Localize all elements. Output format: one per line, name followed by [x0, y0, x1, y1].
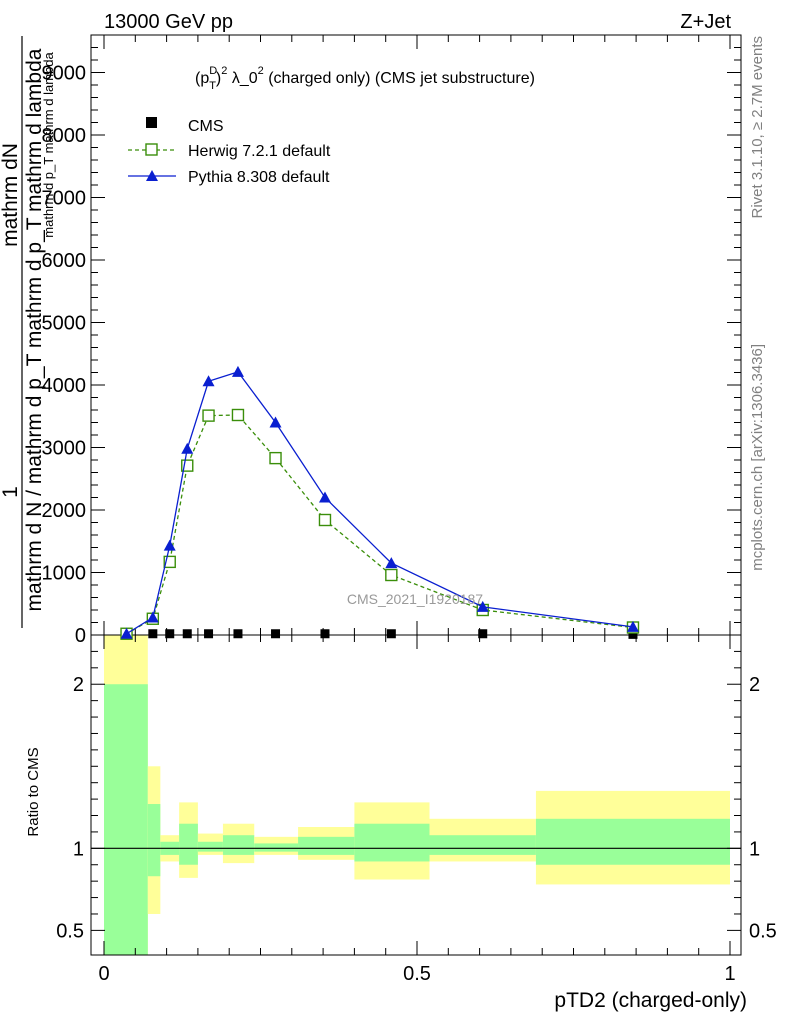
legend-label-herwig: Herwig 7.2.1 default [188, 143, 331, 160]
xtick-label: 0 [98, 963, 109, 985]
cms-point [271, 629, 281, 639]
main-ylabel: 1 mathrm dN mathrm d N / mathrm d p_T ma… [0, 36, 56, 628]
main-ytick-label: 8000 [42, 125, 87, 147]
cms-point [628, 629, 638, 639]
pythia-point [202, 375, 215, 387]
main-ytick-label: 6000 [42, 250, 87, 272]
cms-point [182, 629, 192, 639]
ratio-band-inner [298, 836, 355, 855]
title-sup-2: 2 [221, 65, 227, 77]
herwig-point [231, 408, 245, 422]
main-ytick-label: 2000 [42, 500, 87, 522]
legend-marker-cms [146, 117, 157, 128]
main-title: (pD T)2 λ_02 (charged only) (CMS jet subs… [195, 65, 535, 92]
ratio-band-inner [222, 835, 255, 855]
pythia-point [146, 611, 159, 623]
title-mid: λ_0 [227, 70, 257, 87]
mcplots-label: mcplots.cern.ch [arXiv:1306.3436] [749, 344, 766, 571]
ratio-ytick-label: 2 [73, 674, 84, 696]
cms-point [478, 629, 488, 639]
series-line-herwig [126, 414, 634, 635]
legend-label-cms: CMS [188, 118, 224, 135]
title-sup-2b: 2 [258, 65, 264, 77]
title-sup-d: D [209, 65, 217, 77]
ratio-band-inner [104, 684, 148, 955]
ratio-ytick-label-right: 0.5 [749, 920, 777, 942]
title-rest: (charged only) (CMS jet substructure) [264, 70, 535, 87]
ratio-axis-ticks: 0.5 0.5 1 1 2 2 0 0.5 1 [56, 635, 777, 985]
ylabel-numerator-1: 1 [0, 486, 22, 498]
main-ytick-label: 7000 [42, 188, 87, 210]
pythia-point [231, 365, 244, 377]
herwig-point [269, 451, 282, 465]
legend: CMS Herwig 7.2.1 default Pythia 8.308 de… [128, 117, 331, 186]
title-sub-t: T [209, 80, 216, 92]
xtick-label: 0.5 [403, 963, 431, 985]
header-left: 13000 GeV pp [104, 11, 233, 33]
main-axis-ticks: 0 1000 2000 3000 4000 5000 6000 7000 8000 9000 [42, 34, 741, 647]
herwig-point [163, 555, 176, 569]
ratio-ylabel: Ratio to CMS [25, 747, 42, 836]
ratio-band-inner [535, 818, 730, 865]
cms-point [165, 629, 175, 639]
herwig-point [202, 409, 215, 422]
ratio-band-inner [147, 804, 161, 877]
pythia-point [269, 416, 282, 428]
main-ytick-label: 0 [75, 625, 86, 647]
ratio-ytick-label-right: 1 [749, 838, 760, 860]
ratio-band-inner [197, 841, 223, 852]
legend-marker-pythia [146, 170, 158, 181]
rivet-label: Rivet 3.1.10, ≥ 2.7M events [749, 36, 766, 219]
xaxis-label: pTD2 (charged-only) [554, 989, 747, 1012]
herwig-point [181, 459, 194, 472]
herwig-point [318, 513, 332, 527]
pythia-point [163, 539, 176, 551]
pythia-point [120, 627, 133, 639]
pythia-point [181, 442, 194, 454]
header-right: Z+Jet [680, 11, 731, 33]
ratio-plot-frame [90, 634, 742, 956]
main-ytick-label: 4000 [42, 375, 87, 397]
title-p: (p [195, 70, 209, 87]
main-ytick-label: 9000 [42, 63, 87, 85]
main-ytick-label: 3000 [42, 438, 87, 460]
ratio-bands [91, 635, 741, 955]
pythia-point [476, 600, 489, 612]
legend-label-pythia: Pythia 8.308 default [188, 169, 330, 186]
cms-point [233, 629, 243, 639]
cms-point [320, 629, 330, 639]
analysis-watermark: CMS_2021_I1920187 [347, 591, 483, 607]
main-series [120, 365, 640, 640]
ratio-band-inner [429, 835, 536, 855]
legend-marker-herwig [145, 143, 158, 156]
title-close: ) [216, 70, 221, 87]
ylabel-denominator-1: mathrm d N / mathrm d p_T mathrm d p_T m… [23, 48, 46, 611]
ylabel-denominator-2: mathrm d p_T mathrm d lambda [41, 52, 56, 238]
herwig-point [385, 568, 398, 582]
ylabel-numerator-2: mathrm dN [0, 143, 22, 247]
ratio-ytick-label-right: 2 [749, 674, 760, 696]
ratio-band-inner [354, 823, 430, 862]
ratio-ytick-label: 0.5 [56, 920, 84, 942]
pythia-point [385, 557, 398, 569]
ratio-ytick-label: 1 [73, 838, 84, 860]
main-ytick-label: 1000 [42, 563, 87, 585]
pythia-point [626, 620, 639, 632]
ratio-band-inner [179, 823, 198, 865]
cms-point [148, 629, 158, 639]
cms-point [204, 629, 214, 639]
main-ytick-label: 5000 [42, 313, 87, 335]
pythia-point [318, 491, 331, 503]
xtick-label: 1 [724, 963, 735, 985]
ratio-band-inner [254, 843, 299, 852]
cms-point [386, 629, 396, 639]
